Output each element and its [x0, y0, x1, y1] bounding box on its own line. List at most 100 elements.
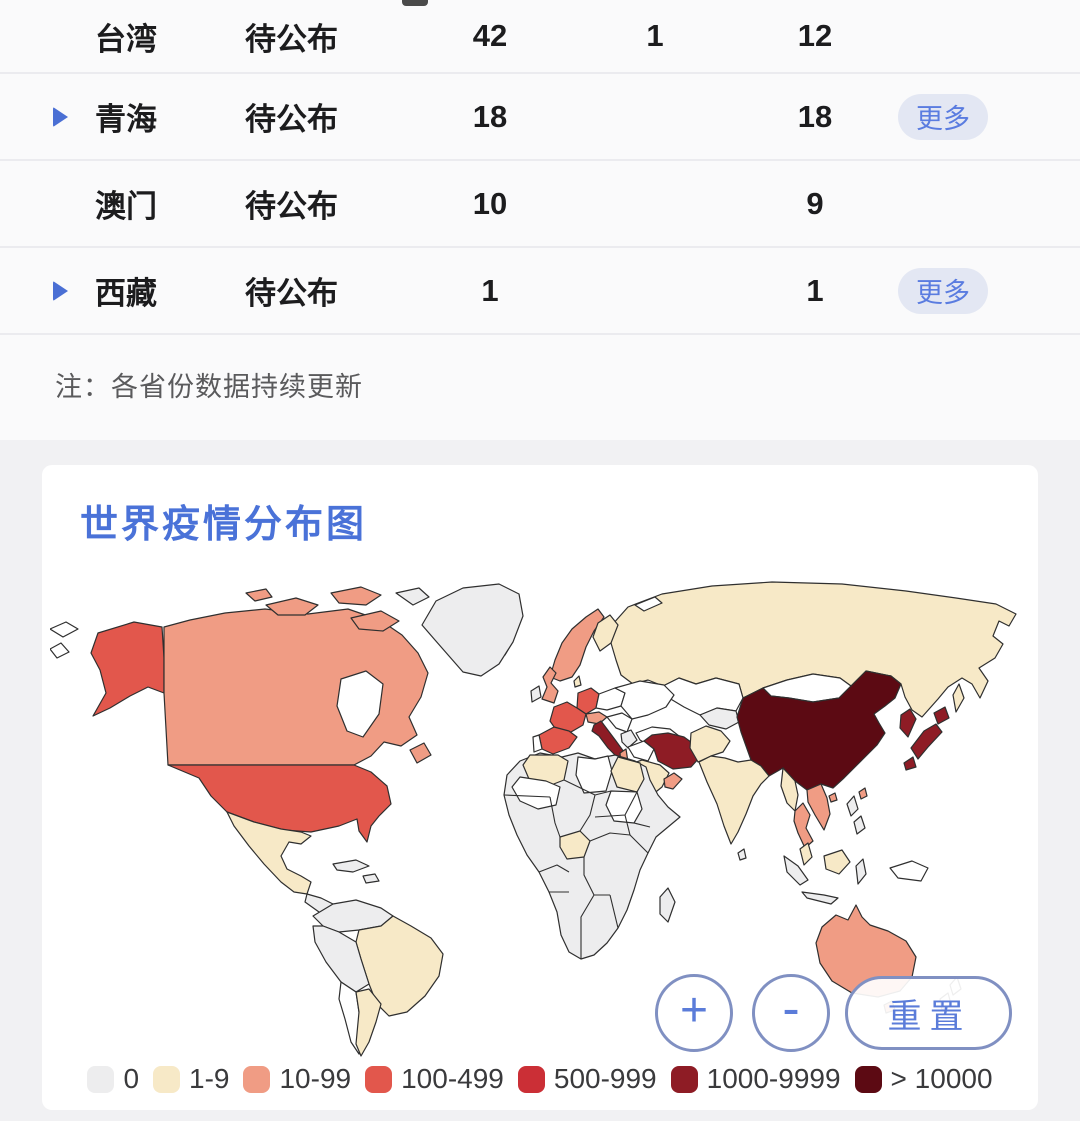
status-label: 待公布 [245, 189, 338, 224]
region-australia[interactable] [815, 904, 917, 998]
region-russia-far-east-fragment[interactable] [50, 642, 70, 659]
legend-label: 1-9 [189, 1063, 230, 1094]
legend-item: 0 [87, 1063, 139, 1095]
map-legend: 0 1-9 10-99 100-499 500-999 1000-9999 > … [42, 1063, 1038, 1095]
legend-item: 1-9 [153, 1063, 229, 1095]
region-finland[interactable] [592, 614, 619, 652]
region-sri-lanka[interactable] [737, 848, 747, 861]
region-india[interactable] [698, 755, 770, 845]
region-novaya-zemlya[interactable] [634, 596, 663, 612]
region-indonesia[interactable] [783, 855, 809, 886]
legend-swatch [517, 1065, 545, 1093]
province-table: 台湾 待公布 42 1 12 青海 待公布 18 18 更多 澳门 待公布 10 [0, 0, 1080, 335]
world-choropleth-map[interactable] [50, 565, 1030, 1065]
region-japan[interactable] [910, 723, 943, 760]
region-ireland[interactable] [530, 685, 542, 703]
zoom-in-button[interactable]: + [655, 974, 733, 1052]
region-portugal[interactable] [532, 734, 543, 753]
region-indonesia[interactable] [855, 858, 867, 885]
region-argentina[interactable] [355, 988, 382, 1057]
region-arctic-island[interactable] [350, 610, 400, 632]
reset-button[interactable]: 重置 [845, 976, 1012, 1050]
expand-cell[interactable] [0, 280, 95, 301]
legend-label: 1000-9999 [706, 1063, 841, 1094]
region-taiwan[interactable] [858, 787, 868, 800]
region-arctic-island[interactable] [265, 597, 319, 616]
more-button[interactable]: 更多 [898, 267, 988, 314]
region-japan[interactable] [933, 706, 950, 725]
status-label: 待公布 [245, 21, 338, 57]
confirmed-count: 18 [472, 98, 508, 134]
confirmed-count: 1 [481, 272, 499, 308]
region-denmark[interactable] [573, 675, 582, 688]
region-kazakhstan[interactable] [662, 677, 744, 716]
table-row: 澳门 待公布 10 9 [0, 159, 1080, 246]
region-indonesia[interactable] [801, 891, 839, 905]
region-canada[interactable] [163, 608, 429, 766]
region-hainan[interactable] [828, 792, 838, 803]
region-spain[interactable] [538, 726, 578, 755]
region-france[interactable] [549, 701, 587, 735]
legend-label: 10-99 [279, 1063, 352, 1094]
region-greece[interactable] [620, 729, 638, 749]
legend-item: > 10000 [854, 1063, 993, 1095]
table-row: 台湾 待公布 42 1 12 [0, 0, 1080, 72]
table-row: 青海 待公布 18 18 更多 [0, 72, 1080, 159]
confirmed-count: 10 [472, 185, 508, 221]
map-title: 世界疫情分布图 [80, 504, 368, 546]
region-eastern-europe[interactable] [614, 680, 675, 720]
region-papua-new-guinea[interactable] [889, 860, 929, 882]
expand-cell[interactable] [0, 106, 95, 127]
zoom-out-button[interactable]: - [752, 974, 830, 1052]
region-philippines[interactable] [853, 815, 866, 835]
count-col2: 1 [646, 18, 664, 53]
table-row: 西藏 待公布 1 1 更多 [0, 246, 1080, 333]
region-balkans[interactable] [606, 712, 633, 733]
region-mexico[interactable] [226, 811, 312, 895]
more-cell: 更多 [870, 93, 1080, 140]
region-hispaniola[interactable] [362, 873, 380, 884]
region-japan[interactable] [903, 756, 917, 771]
region-newfoundland[interactable] [409, 742, 432, 764]
legend-swatch [670, 1065, 698, 1093]
region-malaysia[interactable] [799, 842, 813, 866]
region-russia-far-east-fragment[interactable] [50, 621, 79, 638]
region-sakhalin[interactable] [952, 683, 965, 713]
region-mali-niger[interactable] [511, 776, 561, 810]
region-norway-sweden[interactable] [549, 608, 605, 682]
region-vietnam[interactable] [806, 783, 831, 831]
clipped-row-remnant [402, 0, 428, 6]
legend-swatch [854, 1065, 882, 1093]
region-greenland[interactable] [421, 583, 524, 677]
expand-arrow-icon[interactable] [53, 280, 68, 301]
region-uk[interactable] [541, 666, 559, 704]
region-arctic-island[interactable] [395, 587, 430, 606]
region-korea[interactable] [899, 708, 917, 738]
legend-item: 1000-9999 [670, 1063, 841, 1095]
region-libya[interactable] [575, 755, 613, 794]
legend-label: 500-999 [553, 1063, 657, 1094]
region-cuba[interactable] [332, 859, 370, 873]
legend-item: 10-99 [243, 1063, 351, 1095]
region-philippines[interactable] [846, 795, 859, 817]
region-switzerland-austria[interactable] [585, 711, 608, 725]
legend-swatch [365, 1065, 393, 1093]
legend-item: 100-499 [365, 1063, 504, 1095]
region-arctic-island[interactable] [245, 588, 273, 602]
region-uae-oman[interactable] [663, 772, 683, 790]
legend-swatch [243, 1065, 271, 1093]
region-madagascar[interactable] [659, 887, 676, 923]
region-arctic-island[interactable] [330, 586, 382, 606]
region-borneo[interactable] [823, 849, 851, 875]
region-peru-bolivia[interactable] [312, 925, 370, 993]
hudson-bay-water [336, 670, 384, 738]
region-alaska[interactable] [90, 621, 165, 717]
region-usa[interactable] [167, 764, 392, 843]
more-button[interactable]: 更多 [898, 93, 988, 140]
world-map-card: 世界疫情分布图 [42, 465, 1038, 1110]
region-afghanistan-pakistan[interactable] [689, 725, 731, 763]
expand-arrow-icon[interactable] [53, 106, 68, 127]
province-table-section: 台湾 待公布 42 1 12 青海 待公布 18 18 更多 澳门 待公布 10 [0, 0, 1080, 440]
region-iraq-syria[interactable] [627, 740, 655, 762]
region-thailand[interactable] [793, 802, 814, 849]
